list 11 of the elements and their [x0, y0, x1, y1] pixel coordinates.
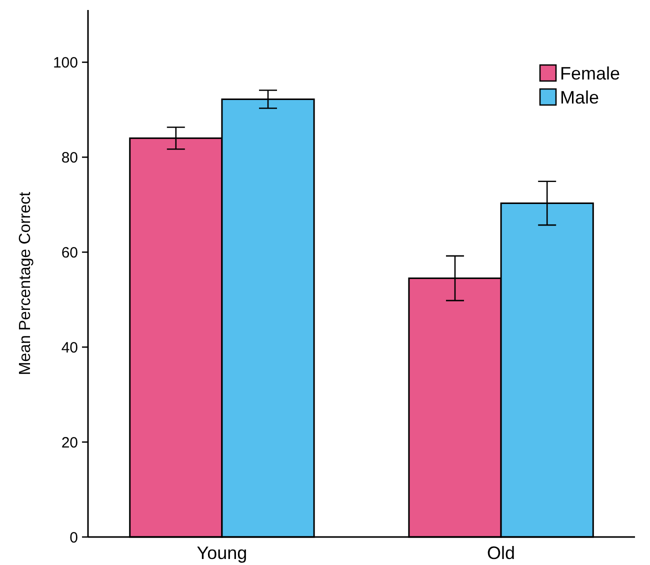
x-tick-label: Young — [196, 543, 248, 563]
y-tick-label: 0 — [70, 529, 78, 546]
legend-label: Female — [560, 63, 620, 84]
y-tick-label: 80 — [61, 149, 78, 166]
y-tick-label: 40 — [61, 339, 78, 356]
legend-label: Male — [560, 87, 600, 108]
y-axis-title: Mean Percentage Correct — [17, 191, 34, 376]
y-tick-label: 20 — [61, 434, 78, 452]
y-tick-label: 60 — [61, 244, 78, 262]
y-tick-label: 100 — [52, 54, 78, 72]
x-tick-label: Old — [487, 543, 516, 563]
